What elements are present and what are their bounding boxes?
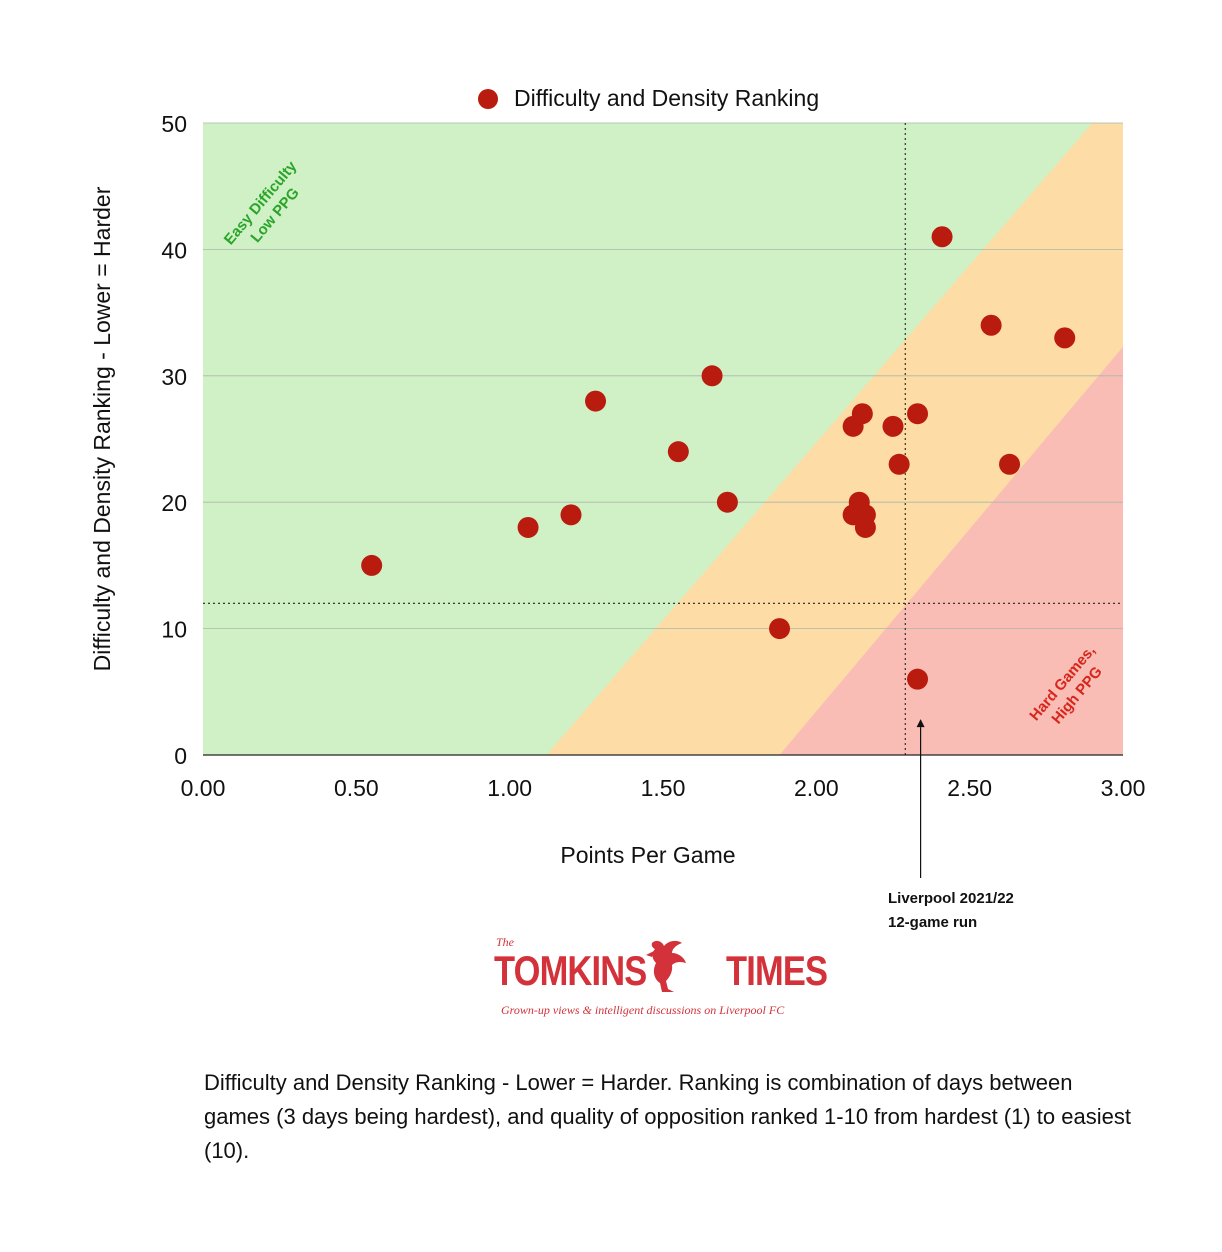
x-tick-label: 0.00 xyxy=(181,775,226,801)
data-point xyxy=(667,441,689,463)
x-tick-label: 0.50 xyxy=(334,775,379,801)
data-point xyxy=(1054,327,1076,349)
logo-tagline: Grown-up views & intelligent discussions… xyxy=(501,1003,785,1017)
x-tick-label: 2.50 xyxy=(947,775,992,801)
chart-legend: Difficulty and Density Ranking xyxy=(478,85,819,112)
annotation-arrowhead xyxy=(916,719,925,728)
y-axis-title: Difficulty and Density Ranking - Lower =… xyxy=(89,186,115,671)
data-point xyxy=(769,618,791,640)
y-tick-label: 50 xyxy=(161,111,187,137)
liverbird-icon xyxy=(646,940,686,992)
legend-marker xyxy=(478,88,498,109)
data-point xyxy=(907,403,929,425)
y-tick-label: 10 xyxy=(161,617,187,643)
data-point xyxy=(854,516,876,538)
legend-label: Difficulty and Density Ranking xyxy=(514,85,820,111)
logo-word-left: TOMKINS xyxy=(494,947,647,994)
data-point xyxy=(931,226,953,248)
x-tick-label: 3.00 xyxy=(1101,775,1146,801)
y-tick-label: 20 xyxy=(161,490,187,516)
data-point xyxy=(907,668,929,690)
data-point xyxy=(882,415,904,437)
data-point xyxy=(361,554,383,576)
logo-word-right: TIMES xyxy=(726,947,828,994)
data-point xyxy=(585,390,607,412)
x-tick-label: 1.00 xyxy=(487,775,532,801)
chart-caption: Difficulty and Density Ranking - Lower =… xyxy=(204,1070,1131,1163)
data-point xyxy=(517,516,539,538)
data-point xyxy=(999,453,1021,475)
x-tick-label: 2.00 xyxy=(794,775,839,801)
annotation-text: 12-game run xyxy=(888,914,977,931)
data-point xyxy=(701,365,723,387)
data-point xyxy=(851,403,873,425)
y-tick-label: 40 xyxy=(161,237,187,263)
x-axis-title: Points Per Game xyxy=(560,842,735,868)
y-tick-label: 30 xyxy=(161,364,187,390)
data-point xyxy=(980,314,1002,336)
x-tick-label: 1.50 xyxy=(641,775,686,801)
y-tick-label: 0 xyxy=(174,743,187,769)
data-point xyxy=(888,453,910,475)
data-point xyxy=(560,504,582,526)
data-point xyxy=(716,491,738,513)
scatter-chart: 0 10 20 30 40 50 0.00 0.50 1.00 1.50 2.00 2.50 3.00 P… xyxy=(89,111,1146,931)
logo-the-text: The xyxy=(496,935,514,949)
zone-hard xyxy=(779,346,1123,755)
annotation-text: Liverpool 2021/22 xyxy=(888,890,1014,907)
